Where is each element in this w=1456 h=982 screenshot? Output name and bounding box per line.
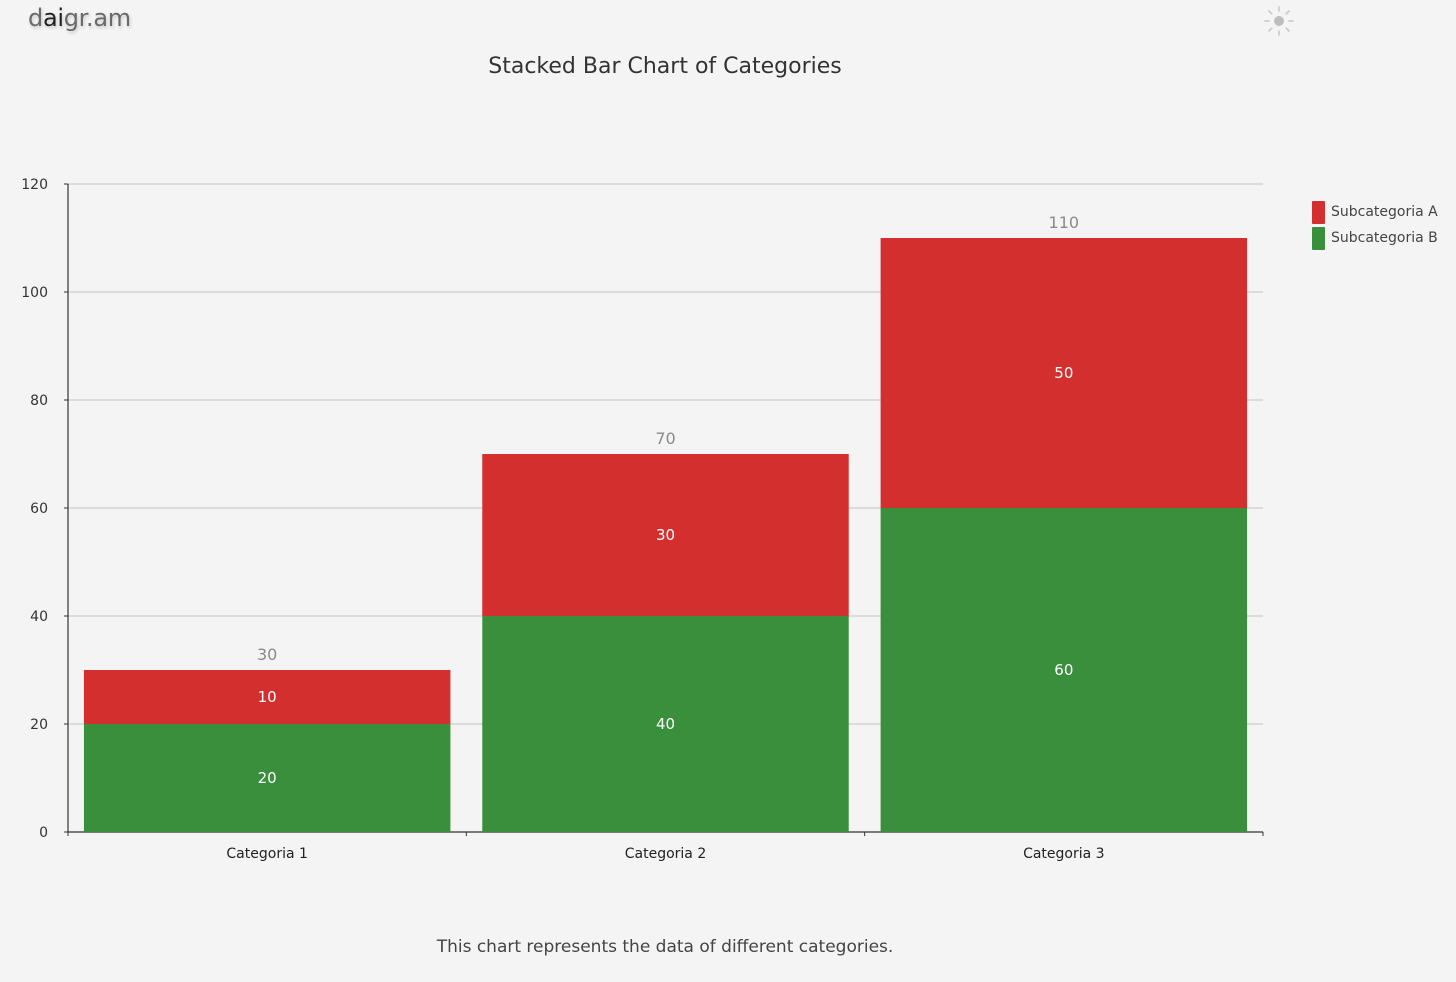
- bar-segment-subcategoria-a: [880, 238, 1248, 508]
- bar-total-label: 30: [257, 645, 277, 664]
- y-tick-label: 80: [30, 393, 48, 409]
- legend-swatch: [1312, 226, 1325, 250]
- stacked-bar-chart: 0 20 40 60 80 100 120 20 10 30 Categoria 1 40 30 70 Ca…: [21, 177, 1264, 862]
- bar-segment-subcategoria-b: [880, 508, 1248, 832]
- theme-toggle-button[interactable]: [1262, 4, 1296, 38]
- bar-total-label: 70: [655, 429, 675, 448]
- chart-title: Stacked Bar Chart of Categories: [488, 54, 842, 79]
- bar-segment-subcategoria-b: [83, 724, 451, 832]
- y-tick-label: 60: [30, 501, 48, 517]
- x-tick-label: Categoria 3: [1023, 846, 1105, 862]
- y-tick-label: 120: [21, 177, 48, 193]
- bar-segment-subcategoria-b: [482, 616, 849, 832]
- bar-segment-subcategoria-a: [83, 670, 451, 724]
- chart-caption: This chart represents the data of differ…: [436, 937, 894, 957]
- legend-item[interactable]: Subcategoria A: [1312, 199, 1438, 225]
- legend-label: Subcategoria A: [1331, 204, 1438, 220]
- legend-label: Subcategoria B: [1331, 230, 1438, 246]
- brand-suffix: gr.am: [63, 4, 131, 32]
- bar-value-label: 50: [1054, 364, 1073, 382]
- x-tick-label: Categoria 1: [226, 846, 308, 862]
- chart-legend: Subcategoria A Subcategoria B: [1312, 199, 1438, 251]
- bar-segment-subcategoria-a: [482, 454, 849, 616]
- y-tick-label: 40: [30, 609, 48, 625]
- brand-prefix: d: [28, 4, 43, 32]
- bar-value-label: 40: [656, 715, 675, 733]
- sun-icon: [1264, 6, 1294, 36]
- legend-swatch: [1312, 200, 1325, 224]
- y-tick-label: 20: [30, 717, 48, 733]
- bar-value-label: 60: [1054, 661, 1073, 679]
- brand-logo: daigr.am: [28, 4, 131, 32]
- y-tick-label: 0: [39, 825, 48, 841]
- legend-item[interactable]: Subcategoria B: [1312, 225, 1438, 251]
- x-tick-label: Categoria 2: [625, 846, 707, 862]
- bar-total-label: 110: [1049, 213, 1080, 232]
- bar-value-label: 10: [258, 688, 277, 706]
- bar-value-label: 30: [656, 526, 675, 544]
- y-tick-label: 100: [21, 285, 48, 301]
- brand-highlight: ai: [42, 4, 64, 32]
- bar-value-label: 20: [258, 769, 277, 787]
